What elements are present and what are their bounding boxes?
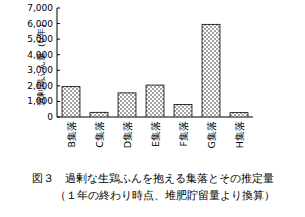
bar bbox=[90, 112, 108, 117]
y-tick bbox=[57, 8, 60, 9]
bars bbox=[62, 24, 248, 117]
y-tick bbox=[57, 117, 60, 118]
y-axis bbox=[57, 8, 58, 117]
y-tick bbox=[57, 39, 60, 40]
x-tick-label: D集落 bbox=[122, 121, 133, 148]
x-tick-label: H集落 bbox=[234, 121, 245, 148]
subtitle: （１年の終わり時点、堆肥貯留量より換算） bbox=[55, 189, 275, 202]
chart: 01,0002,0003,0004,0005,0006,0007,000過剰鶏ふ… bbox=[0, 0, 305, 217]
y-tick-label: 0 bbox=[47, 112, 53, 122]
x-tick-label: G集落 bbox=[206, 121, 217, 148]
y-tick bbox=[57, 101, 60, 102]
y-tick bbox=[57, 85, 60, 86]
bar bbox=[230, 113, 248, 117]
bar bbox=[202, 24, 220, 117]
x-tick-label: E集落 bbox=[150, 121, 161, 147]
chart-root: 01,0002,0003,0004,0005,0006,0007,000過剰鶏ふ… bbox=[0, 0, 305, 217]
bar bbox=[118, 93, 136, 117]
y-axis-label: 過剰鶏ふん量（t/年） bbox=[36, 19, 46, 107]
y-tick-label: 7,000 bbox=[27, 3, 53, 13]
x-tick-label: C集落 bbox=[94, 121, 105, 148]
x-tick-label: F集落 bbox=[178, 121, 189, 146]
y-tick bbox=[57, 23, 60, 24]
x-tick-label: B集落 bbox=[66, 121, 77, 148]
y-tick bbox=[57, 70, 60, 71]
y-tick bbox=[57, 54, 60, 55]
bar bbox=[174, 105, 192, 117]
bar bbox=[62, 87, 80, 117]
title: 図３ 過剰な生鶏ふんを抱える集落とその推定量 bbox=[32, 172, 274, 185]
bar bbox=[146, 85, 164, 117]
